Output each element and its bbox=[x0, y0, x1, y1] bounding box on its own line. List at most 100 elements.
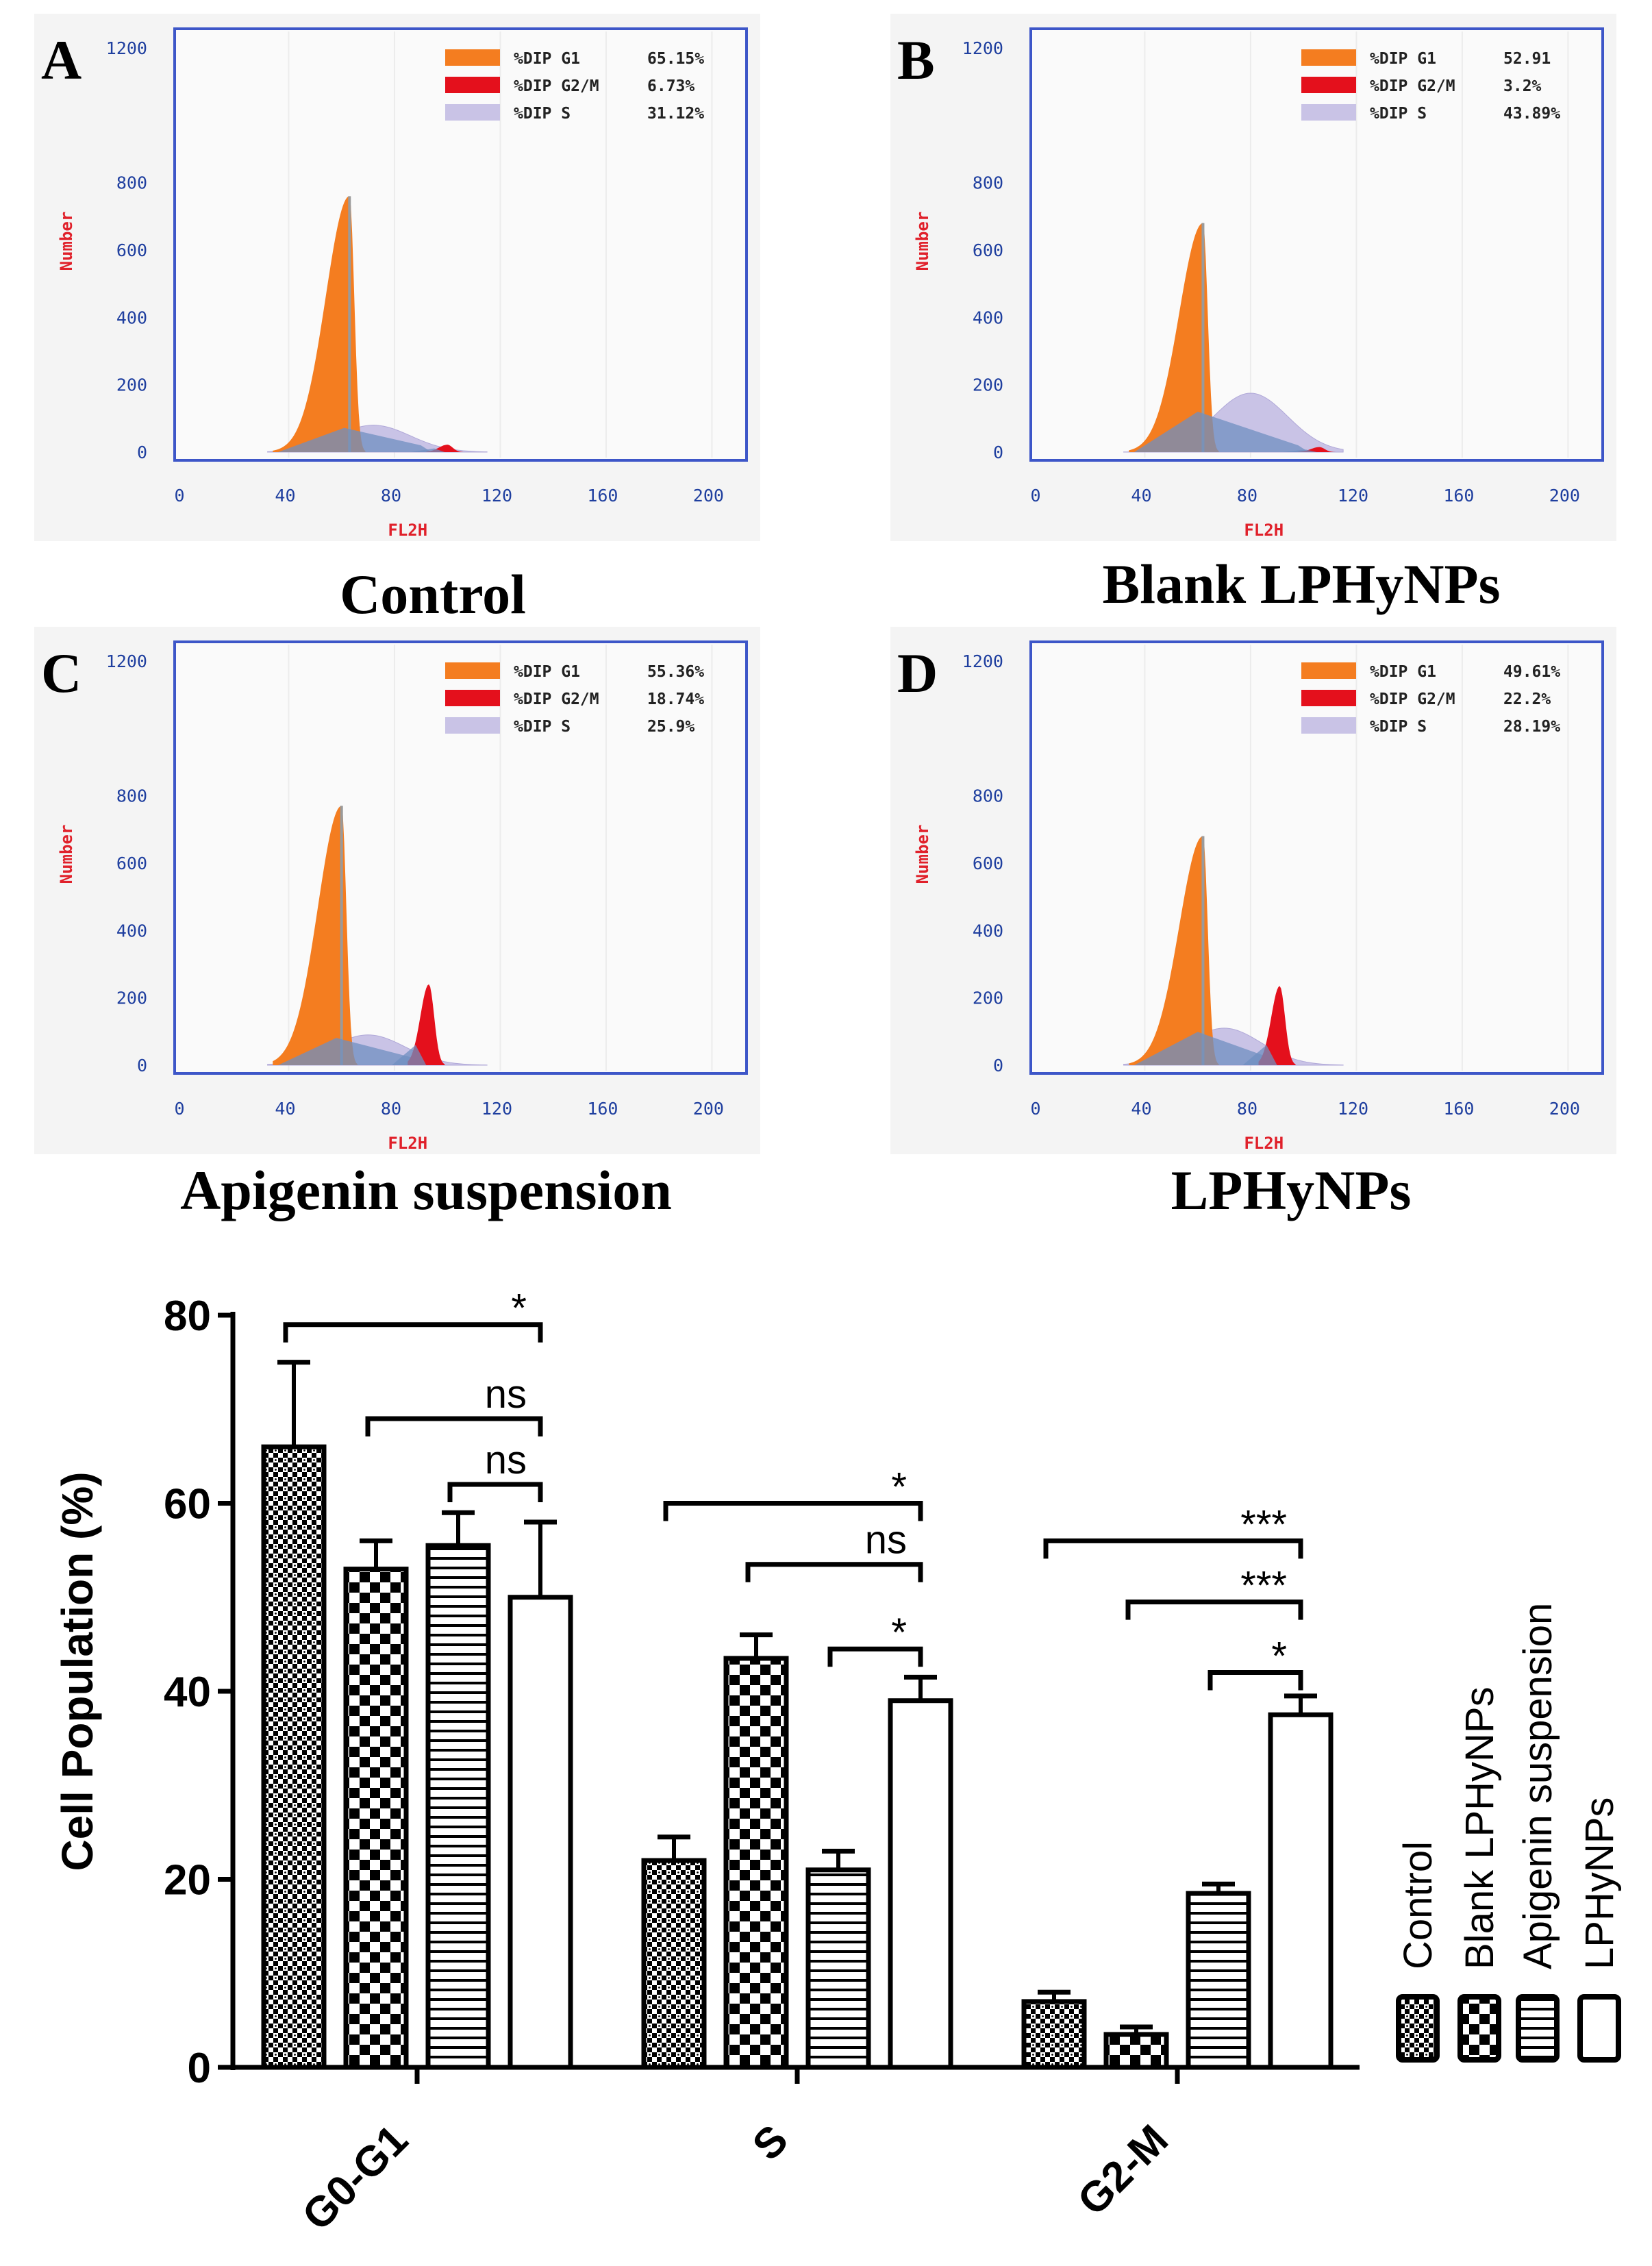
g2m-overlap-area bbox=[410, 448, 445, 452]
significance-bracket bbox=[365, 1416, 543, 1436]
x-tick-label: 120 bbox=[481, 1099, 512, 1119]
legend-swatch bbox=[445, 49, 500, 66]
legend-value: 6.73% bbox=[647, 77, 694, 95]
y-tick-label: 0 bbox=[993, 1056, 1003, 1075]
panel-caption: Blank LPHyNPs bbox=[1103, 553, 1501, 615]
legend-swatch bbox=[1577, 1994, 1621, 2063]
x-tick-label: 200 bbox=[1549, 1099, 1580, 1119]
x-tick-label: 40 bbox=[275, 486, 295, 506]
bar-0-3 bbox=[508, 1595, 573, 2070]
x-tick-label: 160 bbox=[587, 1099, 618, 1119]
bar-0-0 bbox=[261, 1444, 327, 2070]
y-tick-label: 800 bbox=[973, 173, 1003, 193]
x-tick-label: 80 bbox=[381, 1099, 401, 1119]
y-tick-label: 600 bbox=[973, 240, 1003, 260]
g2m-overlap-area bbox=[392, 1045, 427, 1065]
x-tick-label: 40 bbox=[1131, 1099, 1151, 1119]
bar-2-1 bbox=[1103, 2032, 1169, 2070]
significance-label: *** bbox=[1240, 1564, 1287, 1608]
legend-label: Apigenin suspension bbox=[1516, 1603, 1560, 1969]
overlap-area bbox=[1134, 412, 1309, 452]
significance-label: * bbox=[511, 1286, 527, 1331]
panel-letter: B bbox=[897, 29, 935, 91]
significance-label: ns bbox=[485, 1438, 527, 1482]
histogram-panel-d: D 0 200 400 600 800 1200 0 40 80 120 160 200 FL2H Numb… bbox=[890, 627, 1616, 1221]
plot-frame bbox=[173, 640, 748, 1075]
legend-swatch bbox=[445, 717, 500, 734]
y-tick-label: 200 bbox=[973, 988, 1003, 1008]
legend-value: 31.12% bbox=[647, 105, 704, 123]
y-axis-label: Number bbox=[57, 825, 76, 884]
panel-caption: LPHyNPs bbox=[1171, 1159, 1412, 1221]
y-tick-label: 400 bbox=[116, 308, 147, 327]
legend-label: Control bbox=[1396, 1841, 1440, 1969]
x-tick-label: 200 bbox=[693, 486, 724, 506]
y-axis-label: Cell Population (%) bbox=[53, 1471, 102, 1871]
legend-label: %DIP G1 bbox=[514, 50, 580, 68]
legend-swatch bbox=[445, 104, 500, 121]
legend-swatch bbox=[1301, 77, 1356, 93]
y-tick-label: 400 bbox=[116, 921, 147, 941]
legend-swatch bbox=[1301, 690, 1356, 706]
x-tick-label: 120 bbox=[481, 486, 512, 506]
category-label: S bbox=[744, 2116, 797, 2169]
y-tick-label: 600 bbox=[116, 854, 147, 873]
x-tick-label: 0 bbox=[1030, 486, 1040, 506]
g2m-overlap-area bbox=[1282, 449, 1317, 452]
x-tick-label: 120 bbox=[1338, 1099, 1368, 1119]
legend-label: %DIP S bbox=[514, 105, 571, 123]
g1-peak-area bbox=[1129, 836, 1219, 1065]
y-axis-label: Number bbox=[913, 825, 932, 884]
plot-frame bbox=[1029, 640, 1604, 1075]
category-label: G2-M bbox=[1069, 2116, 1177, 2224]
bar-2-0 bbox=[1021, 1999, 1087, 2070]
legend-value: 65.15% bbox=[647, 50, 704, 68]
y-tick-label: 800 bbox=[116, 173, 147, 193]
y-tick-label: 200 bbox=[116, 375, 147, 395]
x-tick-label: 200 bbox=[693, 1099, 724, 1119]
overlap-area bbox=[1134, 1032, 1283, 1065]
x-tick-label: 160 bbox=[587, 486, 618, 506]
significance-bracket bbox=[1125, 1599, 1303, 1620]
panel-caption: Apigenin suspension bbox=[180, 1159, 672, 1221]
y-axis-label: Number bbox=[57, 212, 76, 271]
legend-value: 28.19% bbox=[1503, 718, 1560, 736]
legend-label: %DIP S bbox=[1370, 105, 1427, 123]
g1-peak-area bbox=[273, 806, 358, 1065]
legend-swatch bbox=[1301, 662, 1356, 679]
x-tick-label: 200 bbox=[1549, 486, 1580, 506]
significance-label: ns bbox=[485, 1372, 527, 1417]
panel-caption: Control bbox=[340, 563, 526, 625]
significance-bracket bbox=[1207, 1670, 1303, 1691]
y-tick-label: 0 bbox=[188, 2045, 211, 2092]
y-tick-label: 200 bbox=[973, 375, 1003, 395]
legend-swatch bbox=[445, 690, 500, 706]
x-tick-label: 0 bbox=[174, 486, 184, 506]
legend-value: 55.36% bbox=[647, 663, 704, 681]
y-tick-label: 1200 bbox=[106, 38, 147, 58]
y-tick-label: 1200 bbox=[962, 38, 1003, 58]
x-tick-label: 120 bbox=[1338, 486, 1368, 506]
significance-label: * bbox=[1271, 1634, 1287, 1679]
x-tick-label: 80 bbox=[1237, 486, 1257, 506]
g2m-peak-area bbox=[1258, 986, 1296, 1065]
y-tick-label: 400 bbox=[973, 308, 1003, 327]
legend-label: Blank LPHyNPs bbox=[1457, 1686, 1502, 1969]
legend-value: 18.74% bbox=[647, 690, 704, 708]
x-tick-label: 80 bbox=[1237, 1099, 1257, 1119]
legend-label: %DIP S bbox=[1370, 718, 1427, 736]
histogram-panel-a: A 0 200 400 600 800 1200 0 40 80 120 160 200 FL2H Numb… bbox=[34, 14, 760, 625]
legend-label: %DIP S bbox=[514, 718, 571, 736]
significance-label: ns bbox=[865, 1518, 907, 1562]
y-tick-label: 0 bbox=[137, 443, 147, 462]
significance-label: * bbox=[891, 1465, 907, 1510]
x-tick-label: 40 bbox=[1131, 486, 1151, 506]
legend-label: %DIP G2/M bbox=[1370, 690, 1455, 708]
x-axis-label: FL2H bbox=[1244, 521, 1284, 540]
y-axis-label: Number bbox=[913, 212, 932, 271]
significance-bracket bbox=[447, 1482, 543, 1503]
bar-0-1 bbox=[343, 1567, 409, 2070]
bar-1-1 bbox=[723, 1656, 789, 2070]
x-tick-label: 40 bbox=[275, 1099, 295, 1119]
